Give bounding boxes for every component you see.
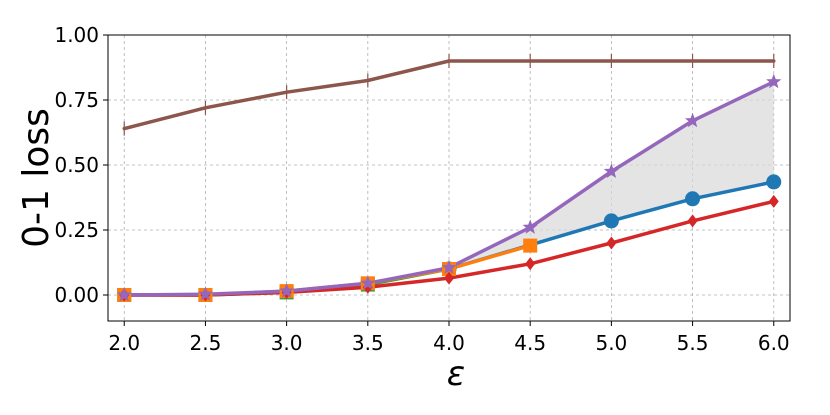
y-tick-label: 0.25 xyxy=(54,218,99,242)
data-point-marker xyxy=(279,283,295,298)
y-tick-label: 1.00 xyxy=(54,23,99,47)
y-tick-label: 0.75 xyxy=(54,88,99,112)
data-point-marker xyxy=(525,257,536,271)
data-point-marker xyxy=(523,238,538,253)
x-axis-label: ε xyxy=(447,354,465,394)
data-point-marker xyxy=(685,191,701,207)
data-point-marker xyxy=(441,259,457,275)
data-point-marker xyxy=(768,194,779,208)
data-point-marker xyxy=(603,163,619,178)
x-tick-label: 3.5 xyxy=(352,331,384,355)
data-point-marker xyxy=(360,275,376,290)
shaded-region xyxy=(449,81,774,269)
shaded-gap-area xyxy=(449,81,774,269)
y-axis-label: 0-1 loss xyxy=(16,108,57,248)
x-tick-label: 5.5 xyxy=(677,331,709,355)
series-markers xyxy=(116,54,782,302)
x-tick-label: 5.0 xyxy=(595,331,627,355)
data-point-marker xyxy=(603,213,619,229)
x-ticks: 2.0 2.5 3.0 3.5 4.0 4.5 5.0 5.5 6.0 xyxy=(108,321,790,355)
data-point-marker xyxy=(766,174,782,190)
data-point-marker xyxy=(687,214,698,228)
x-tick-label: 3.0 xyxy=(271,331,303,355)
x-tick-label: 4.0 xyxy=(433,331,465,355)
y-ticks: 0.00 0.25 0.50 0.75 1.00 xyxy=(54,23,108,307)
x-tick-label: 2.5 xyxy=(190,331,222,355)
x-tick-label: 4.5 xyxy=(514,331,546,355)
data-point-marker xyxy=(606,236,617,250)
data-point-marker xyxy=(444,271,454,285)
data-point-marker xyxy=(522,219,538,234)
data-point-marker xyxy=(197,286,214,301)
y-tick-label: 0.00 xyxy=(54,283,99,307)
data-point-marker xyxy=(766,73,782,89)
y-tick-label: 0.50 xyxy=(54,153,99,177)
x-tick-label: 6.0 xyxy=(758,331,790,355)
data-point-marker xyxy=(116,287,132,302)
data-point-marker xyxy=(684,112,701,128)
x-tick-label: 2.0 xyxy=(108,331,140,355)
